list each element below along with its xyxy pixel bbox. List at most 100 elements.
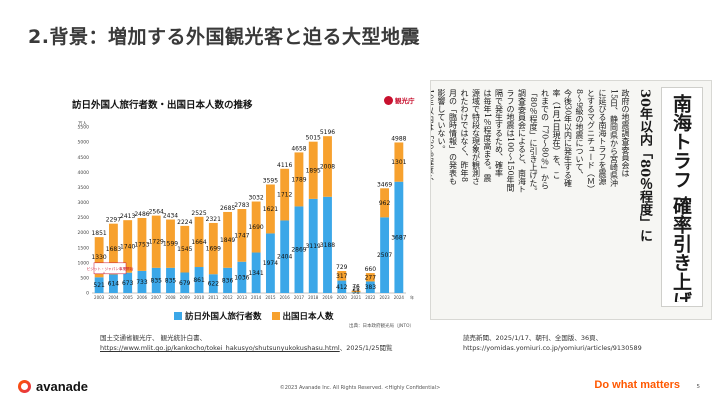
bar-inbound	[208, 274, 218, 293]
clipping-body-column: とするマグニチュード（Ｍ）	[586, 89, 596, 193]
bar-outbound	[151, 215, 161, 268]
bar-inbound	[194, 267, 204, 293]
y-tick-label: 1500	[78, 245, 90, 251]
bar-inbound	[365, 281, 375, 293]
bar-outbound	[280, 168, 290, 221]
data-label-outbound: 1664	[191, 239, 206, 246]
x-tick-label: 2019	[322, 295, 333, 300]
data-label-outbound: 1849	[220, 237, 235, 244]
data-label-outbound: 1621	[263, 206, 278, 213]
data-label-total: 2525	[191, 210, 206, 217]
data-label-inbound: 622	[208, 281, 220, 288]
chart-source-note: 出典：日本政府観光局（JNTO）	[349, 324, 414, 329]
clipping-body-column: れたわけではなく、昨年8	[460, 89, 469, 183]
data-label-total: 2434	[163, 213, 178, 220]
data-label-total: 3469	[377, 181, 392, 188]
data-label-total: 2783	[234, 202, 249, 209]
data-label-inbound: 521	[93, 282, 105, 289]
bar-outbound	[365, 273, 375, 282]
data-label-total: 2413	[120, 213, 135, 220]
japan-tourism-agency-logo: 観光庁	[384, 93, 418, 107]
data-label-outbound: 1789	[291, 176, 306, 183]
avanade-logo-text: avanade	[36, 379, 89, 394]
x-tick-label: 2003	[94, 295, 105, 300]
x-tick-label: 2014	[251, 295, 262, 300]
y-tick-label: 0	[86, 291, 89, 297]
bar-inbound	[280, 220, 290, 293]
data-label-total: 3595	[263, 177, 278, 184]
data-label-inbound: 861	[193, 277, 205, 284]
source-left-suffix: 、2025/1/25閲覧	[339, 344, 393, 352]
data-label-inbound: 673	[122, 280, 134, 287]
source-citation-left: 国土交通省観光庁、 観光統計白書、 https://www.mlit.go.jp…	[100, 333, 393, 353]
bar-outbound	[137, 217, 147, 271]
source-citation-right: 読売新聞、2025/1/17、朝刊、全国版、36頁、 https://yomid…	[463, 333, 642, 353]
data-label-outbound: 962	[379, 200, 391, 207]
source-left-url[interactable]: https://www.mlit.go.jp/kankocho/tokei_ha…	[100, 344, 340, 352]
data-label-outbound: 2008	[320, 163, 335, 170]
data-label-outbound: 277	[365, 274, 377, 281]
clipping-body-column: 源域で特段な現象が観測さ	[471, 89, 481, 185]
data-label-total: 4116	[277, 162, 292, 169]
x-tick-label: 2015	[265, 295, 276, 300]
source-right-line1: 読売新聞、2025/1/17、朝刊、全国版、36頁、	[463, 334, 603, 342]
data-label-outbound: 1747	[234, 232, 249, 239]
x-tick-label: 2018	[308, 295, 319, 300]
chart-title: 訪日外国人旅行者数・出国日本人数の推移	[72, 100, 253, 111]
bar-inbound	[180, 272, 190, 293]
x-tick-label: 2012	[222, 295, 233, 300]
data-label-inbound: 1036	[234, 274, 249, 281]
x-tick-label: 2010	[194, 295, 205, 300]
data-label-outbound: 1753	[134, 241, 149, 248]
data-label-outbound: 1740	[120, 243, 135, 250]
data-label-inbound: 1341	[248, 270, 263, 277]
x-tick-label: 2024	[394, 295, 405, 300]
clipping-body-column: 影響していない。	[437, 89, 446, 153]
x-tick-label: 2005	[123, 295, 134, 300]
data-label-outbound: 1683	[106, 246, 121, 253]
bar-outbound	[394, 142, 404, 182]
data-label-outbound: 1895	[306, 167, 321, 174]
x-tick-label: 2017	[294, 295, 305, 300]
bar-inbound	[137, 270, 147, 293]
data-label-total: 2297	[106, 217, 121, 224]
source-right-line2[interactable]: https://yomidas.yomiuri.co.jp/yomiuri/ar…	[463, 344, 642, 352]
x-tick-label: 2008	[165, 295, 176, 300]
bar-outbound	[194, 216, 204, 268]
x-tick-label: 2004	[108, 295, 119, 300]
data-label-inbound: 679	[179, 280, 191, 287]
stacked-bar-chart: 万人 0 500 1000 1500 2000 2500 3000 3500 4000 4500 50…	[78, 121, 414, 300]
legend-label-inbound: 訪日外国人旅行者数	[185, 312, 262, 322]
data-label-total: 660	[365, 266, 377, 273]
clipping-body-column: 政府の地震調査委員会は	[621, 89, 630, 177]
bar-inbound	[308, 198, 318, 293]
data-label-inbound: 383	[365, 284, 377, 291]
y-tick-label: 4000	[78, 170, 90, 176]
data-label-inbound: 3188	[320, 242, 335, 249]
data-label-outbound: 1690	[248, 224, 263, 231]
data-label-total: 4988	[391, 135, 406, 142]
clipping-body-column: 8〜9級の地震について、	[575, 89, 584, 180]
logo-text: 観光庁	[395, 97, 415, 105]
clipping-body-column: 月の「臨時情報」の発表も	[448, 89, 458, 185]
x-axis-unit: 年	[410, 294, 414, 300]
data-label-outbound: 1301	[391, 159, 406, 166]
bar-outbound	[208, 222, 218, 275]
data-label-inbound: 835	[151, 277, 163, 284]
bar-inbound	[337, 280, 347, 293]
x-tick-label: 2009	[180, 295, 191, 300]
bar-inbound	[394, 181, 404, 293]
y-tick-label: 5000	[78, 140, 90, 146]
bar-outbound	[294, 152, 304, 207]
bar-inbound	[251, 252, 261, 293]
x-tick-label: 2013	[237, 295, 248, 300]
data-label-inbound: 1974	[263, 260, 278, 267]
bar-outbound	[265, 184, 275, 234]
y-tick-label: 500	[80, 276, 89, 282]
data-label-inbound: 733	[136, 279, 148, 286]
data-label-total: 5015	[306, 135, 321, 142]
footer-tagline: Do what matters	[594, 379, 680, 391]
clipping-body-column: ラフの地震は100〜150年間	[506, 89, 515, 192]
data-label-outbound: 1699	[206, 246, 221, 253]
data-label-total: 2486	[134, 211, 149, 218]
